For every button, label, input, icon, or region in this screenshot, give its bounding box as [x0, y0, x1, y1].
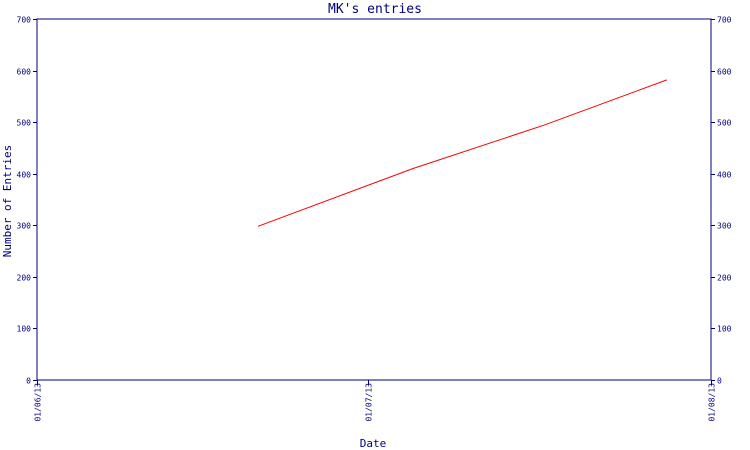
- y-tick-label-left-500: 500: [17, 119, 32, 128]
- x-tick-label-0: 01/06/13: [34, 383, 43, 422]
- y-tick-label-right-500: 500: [717, 119, 732, 128]
- series-line-0: [257, 79, 667, 227]
- plot-frame: [36, 18, 712, 381]
- y-tick-label-right-400: 400: [717, 171, 732, 180]
- y-tick-label-left-200: 200: [17, 274, 32, 283]
- y-tick-label-right-0: 0: [717, 377, 722, 386]
- chart-title: MK's entries: [328, 2, 422, 17]
- y-tick-label-left-100: 100: [17, 325, 32, 334]
- y-tick-label-right-600: 600: [717, 68, 732, 77]
- y-tick-label-right-200: 200: [717, 274, 732, 283]
- y-axis-label: Number of Entries: [1, 145, 14, 258]
- x-tick-label-2: 01/08/13: [708, 383, 717, 422]
- y-tick-label-left-0: 0: [26, 377, 31, 386]
- y-tick-label-right-700: 700: [717, 16, 732, 25]
- y-tick-label-left-300: 300: [17, 222, 32, 231]
- y-tick-label-left-600: 600: [17, 68, 32, 77]
- y-tick-label-right-300: 300: [717, 222, 732, 231]
- y-tick-label-left-400: 400: [17, 171, 32, 180]
- x-axis-label: Date: [360, 437, 387, 450]
- x-tick-label-1: 01/07/13: [365, 383, 374, 422]
- plot-area: 0 0 100 100 200 200 300 300 400 400 500 500 600 600 70…: [17, 16, 732, 422]
- y-tick-label-right-100: 100: [717, 325, 732, 334]
- y-tick-label-left-700: 700: [17, 16, 32, 25]
